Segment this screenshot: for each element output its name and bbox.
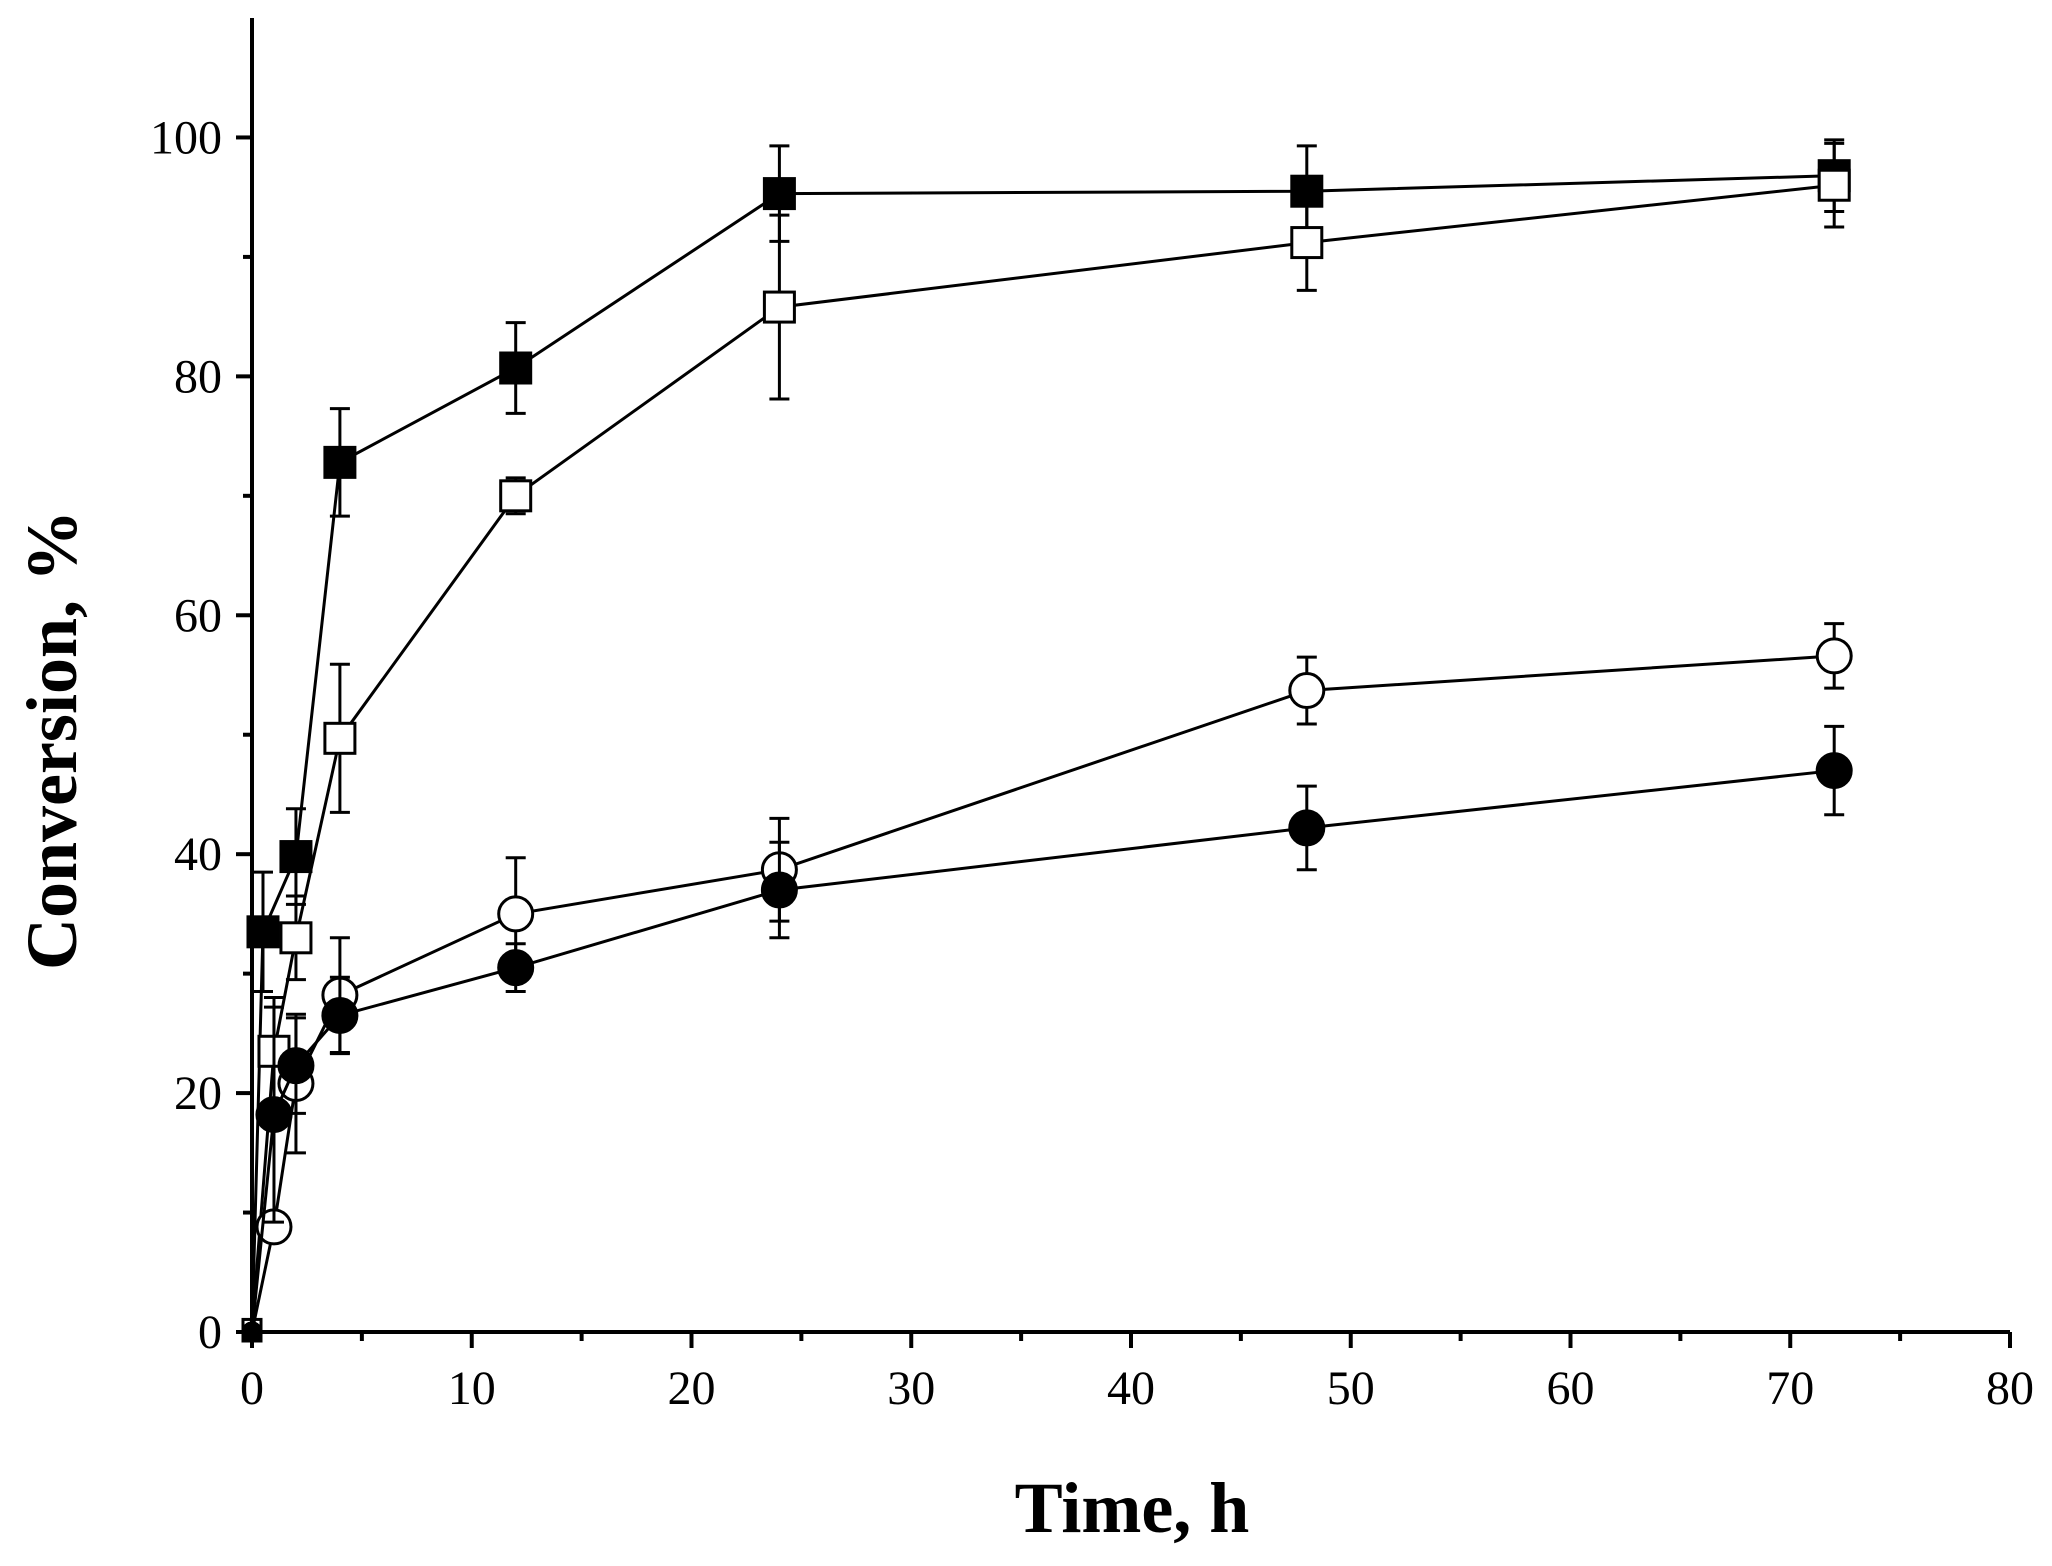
data-point-square [279,921,313,955]
y-tick-label: 20 [174,1067,222,1120]
x-tick-label: 80 [1986,1362,2034,1415]
data-point-square [1817,168,1851,202]
data-point-square [499,351,533,385]
data-point-circle [497,949,535,987]
data-point-circle [1815,637,1853,675]
x-tick-label: 30 [887,1362,935,1415]
x-tick-label: 0 [240,1362,264,1415]
x-tick-label: 50 [1327,1362,1375,1415]
data-point-circle [760,871,798,909]
x-tick-label: 70 [1766,1362,1814,1415]
data-point-square [323,721,357,755]
data-point-circle [1288,809,1326,847]
series-open-square [241,141,1851,1339]
data-point-square [323,445,357,479]
data-point-square [1290,226,1324,260]
data-point-circle [321,996,359,1034]
series-layer [241,138,1853,1343]
axes-layer: 0 10 20 30 40 50 60 70 80 0 20 40 60 80 100 [150,18,2034,1415]
y-tick-label: 80 [174,350,222,403]
data-point-square [762,177,796,211]
data-point-circle [277,1047,315,1085]
y-tick-label: 100 [150,111,222,164]
x-tick-label: 60 [1547,1362,1595,1415]
data-point-circle [1288,672,1326,710]
data-point-circle [1815,752,1853,790]
series-line [250,769,1835,1333]
x-axis-title: Time, h [1015,1468,1250,1548]
y-tick-label: 60 [174,589,222,642]
series-filled-circle [241,724,1853,1343]
y-tick-label: 0 [198,1306,222,1359]
x-tick-label: 10 [448,1362,496,1415]
data-point-square [499,479,533,513]
series-line [250,174,1835,1333]
series-open-circle [241,622,1853,1343]
series-line [250,183,1835,1329]
y-tick-label: 40 [174,828,222,881]
data-point-square [762,290,796,324]
series-line [250,654,1835,1333]
data-point-circle [255,1096,293,1134]
data-point-circle [497,895,535,933]
x-tick-label: 20 [668,1362,716,1415]
series-filled-square [241,138,1851,1343]
x-tick-label: 40 [1107,1362,1155,1415]
data-point-square [279,840,313,874]
y-axis-title: Conversion, % [12,510,92,970]
